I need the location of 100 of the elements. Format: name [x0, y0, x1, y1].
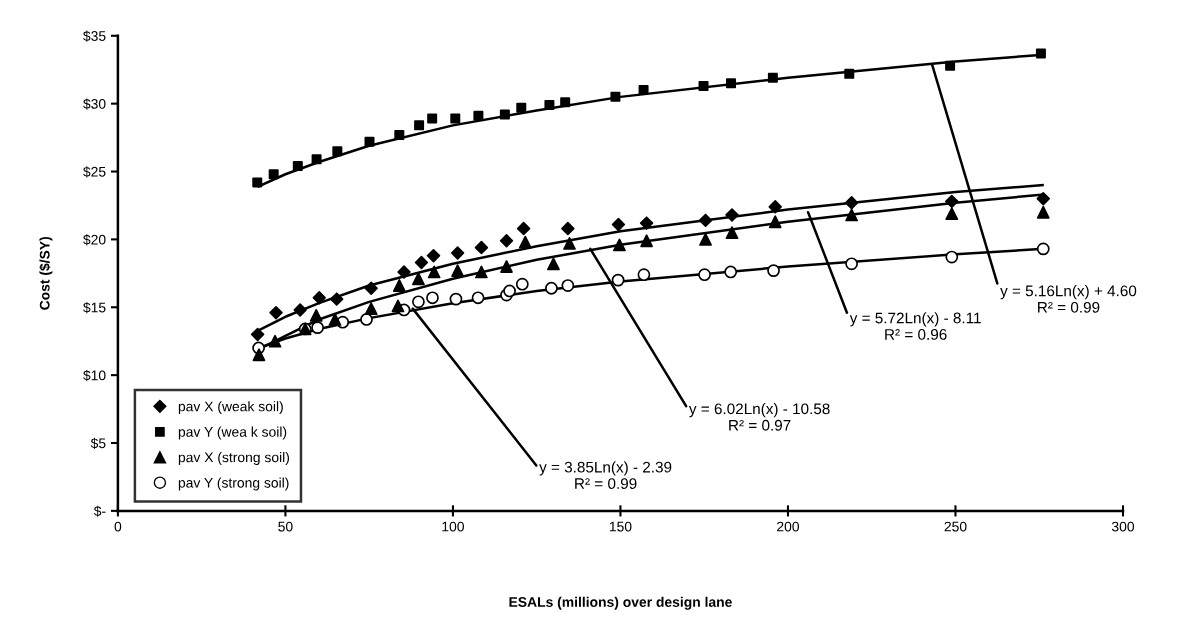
point — [637, 268, 651, 282]
point — [394, 129, 405, 140]
point — [252, 177, 263, 188]
point — [518, 235, 532, 249]
point — [332, 146, 343, 157]
point — [844, 68, 855, 79]
point — [1036, 242, 1050, 256]
y-tick-label: $5 — [90, 437, 106, 449]
y-axis-title: Cost ($/SY) — [39, 236, 53, 310]
point — [311, 321, 324, 335]
point — [503, 284, 516, 298]
point — [945, 250, 959, 264]
point — [364, 302, 378, 316]
point — [252, 348, 266, 362]
point — [426, 248, 441, 263]
point — [844, 196, 859, 210]
point — [427, 113, 438, 124]
point — [471, 291, 485, 305]
y-tick-label: $- — [93, 505, 106, 517]
point — [412, 272, 425, 286]
point — [1035, 48, 1046, 59]
point — [309, 309, 323, 322]
point — [426, 291, 439, 305]
point — [500, 260, 513, 273]
point — [474, 240, 489, 255]
point — [845, 208, 859, 222]
legend-label: pav Y (strong soil) — [178, 477, 289, 491]
point — [544, 100, 555, 111]
point — [250, 327, 265, 342]
y-tick-label: $10 — [83, 369, 106, 382]
annotation: y = 5.16Ln(x) + 4.60 R² = 0.99 — [1000, 285, 1137, 313]
x-tick-label: 50 — [278, 521, 293, 532]
point — [451, 264, 465, 278]
point — [516, 102, 527, 113]
point — [724, 265, 738, 279]
point — [563, 237, 576, 250]
x-tick-label: 0 — [114, 521, 122, 532]
point — [1036, 191, 1050, 206]
point — [499, 234, 514, 248]
point — [391, 299, 405, 313]
point — [328, 313, 342, 326]
legend-label: pav Y (wea k soil) — [178, 426, 287, 440]
annotation: y = 3.85Ln(x) - 2.39 R² = 0.99 — [539, 461, 672, 490]
point — [638, 85, 649, 96]
point — [414, 255, 429, 270]
point — [698, 81, 709, 92]
point — [768, 200, 782, 214]
point — [450, 246, 465, 260]
point — [360, 313, 373, 326]
y-tick-label: $30 — [83, 98, 106, 110]
point — [725, 226, 739, 239]
point — [610, 91, 621, 102]
point — [698, 268, 711, 282]
point — [364, 281, 378, 295]
point — [427, 265, 441, 279]
point — [561, 221, 575, 236]
y-tick-label: $15 — [83, 302, 106, 314]
point — [475, 265, 488, 279]
point — [768, 215, 782, 229]
point — [473, 110, 484, 121]
point — [726, 78, 737, 89]
point — [545, 281, 558, 295]
x-axis-title: ESALs (millions) over design lane — [509, 596, 732, 610]
point — [560, 97, 571, 108]
point — [767, 264, 780, 278]
point — [269, 305, 283, 320]
point — [725, 208, 739, 222]
y-tick-label: $35 — [83, 30, 106, 42]
point — [547, 257, 560, 271]
x-tick-label: 200 — [777, 521, 800, 532]
annotation: y = 6.02Ln(x) - 10.58 R² = 0.97 — [688, 402, 830, 431]
point — [945, 60, 956, 71]
point — [329, 292, 344, 306]
x-tick-label: 100 — [442, 521, 464, 532]
x-tick-label: 300 — [1111, 521, 1135, 532]
x-tick-label: 150 — [609, 521, 632, 532]
point — [640, 234, 653, 248]
point — [311, 154, 322, 165]
point — [312, 291, 326, 305]
point — [945, 207, 959, 220]
legend-label: pav X (weak soil) — [178, 401, 283, 415]
point — [845, 257, 859, 271]
point — [611, 273, 625, 287]
point — [516, 221, 531, 236]
point — [639, 216, 654, 230]
point — [392, 279, 406, 292]
point — [945, 194, 959, 209]
point — [364, 136, 375, 147]
point — [292, 161, 303, 172]
y-tick-label: $25 — [83, 166, 106, 178]
point — [613, 238, 626, 252]
point — [561, 279, 575, 292]
legend-label: pav X (strong soil) — [178, 452, 290, 465]
point — [699, 233, 712, 246]
point — [412, 295, 425, 309]
point — [397, 265, 411, 279]
x-tick-label: 250 — [944, 521, 967, 532]
point — [515, 277, 529, 291]
point — [450, 113, 461, 124]
point — [449, 292, 463, 306]
